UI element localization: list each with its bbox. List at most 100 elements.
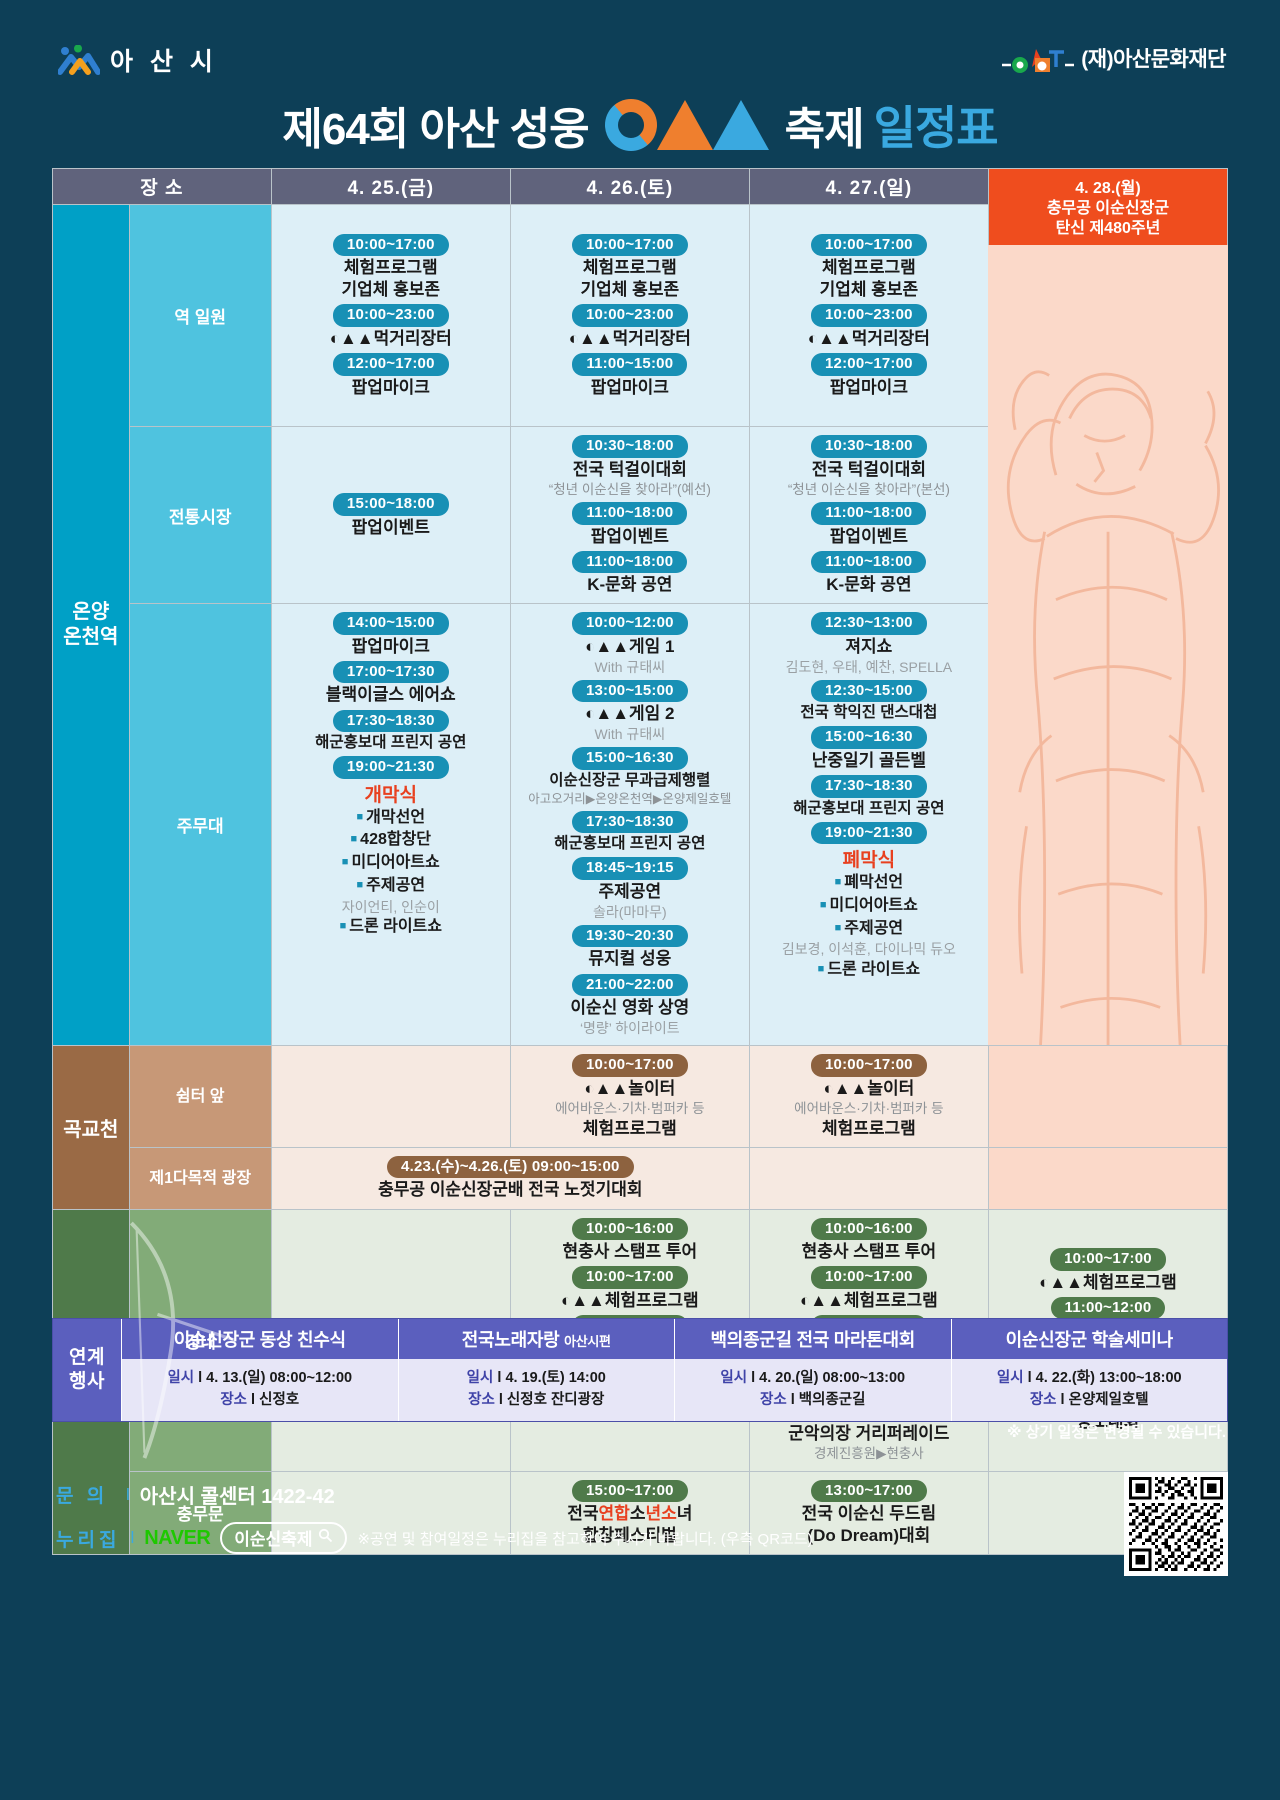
subvenue-station: 역 일원 [128,203,272,428]
event-title: 전국연합소년소녀 [515,1503,745,1525]
linked-event-item: 백의종군길 전국 마라톤대회 일시 l 4. 20.(일) 08:00~13:0… [674,1319,951,1421]
date-key: 일시 [167,1370,195,1386]
linked-event-item: 이순신장군 동상 친수식 일시 l 4. 13.(일) 08:00~12:00 … [121,1319,398,1421]
time-pill: 10:30~18:00 [811,435,927,458]
bullet-square-icon: ■ [817,963,825,976]
cell-market-sat: 10:30~18:00 전국 턱걸이대회 “청년 이순신을 찾아라”(예선) 1… [509,426,750,605]
cell-chungmumun-sun: 13:00~17:00 전국 이순신 두드림 (Do Dream)대회 [748,1470,989,1556]
event-cast: 김도현, 우태, 예찬, SPELLA [785,658,953,675]
title-segment: 소 [629,1504,646,1524]
title-segment: 전국 [567,1504,599,1524]
naver-logo-text[interactable]: NAVER [144,1526,211,1549]
cell-market-sun: 10:30~18:00 전국 턱걸이대회 “청년 이순신을 찾아라”(본선) 1… [748,426,989,605]
event-title: 이순신 영화 상영 [570,998,690,1018]
cell-station-fri: 10:00~17:00 체험프로그램 기업체 홍보존 10:00~23:00 ◐… [270,203,511,428]
time-pill: 15:00~16:30 [811,726,927,749]
foundation-logo-text: (재)아산문화재단 [1081,48,1226,71]
subvenue-grounds: 경내 [128,1208,272,1472]
schedule-table: 장 소 4. 25.(금) 4. 26.(토) 4. 27.(일) 4. 28.… [52,168,1229,1556]
footer: 문 의 l 아산시 콜센터 1422-42 누리집 l NAVER 이순신축제 … [56,1480,1226,1567]
event-title: 전국 학익진 댄스대첩 [800,704,938,722]
title-part-3: 일정표 [873,102,999,154]
row-market: 전통시장 15:00~18:00 팝업이벤트 10:30~18:00 전국 턱걸… [53,426,1228,605]
event-title: 져지쇼 [845,636,893,656]
footer-site-row: 누리집 l NAVER 이순신축제 ※공연 및 참여일정은 누리집을 참고하여 … [56,1522,1226,1554]
cell-market-fri: 15:00~18:00 팝업이벤트 [270,426,511,605]
site-key: 누리집 [56,1529,121,1551]
place-key: 장소 [1029,1392,1057,1409]
qr-code[interactable] [1124,1472,1228,1576]
schedule-disclaimer: ※ 상기 일정은 변경될 수 있습니다. [1007,1424,1226,1441]
title-part-2: 축제 [784,105,865,154]
time-pill: 14:00~15:00 [332,612,449,635]
event-route: 아고오거리▶온양온천역▶온양제일호텔 [528,791,732,806]
time-pill: 11:00~12:00 [1050,1296,1166,1320]
row-mainstage: 주무대 14:00~15:00 팝업마이크 17:00~17:30 블랙이글스 … [53,603,1228,1046]
event-title: ◐▲▲게임 1 [585,636,675,656]
event-title: ◐▲▲놀이터 [823,1078,915,1098]
time-pill: 10:00~16:00 [811,1217,927,1240]
event-title: 팝업마이크 [829,377,908,397]
search-icon [318,1528,333,1548]
cell-chungmumun-sat: 15:00~17:00 전국연합소년소녀 합창페스티벌 [509,1470,750,1556]
time-pill: 11:00~18:00 [811,550,927,574]
table-header-row: 장 소 4. 25.(금) 4. 26.(토) 4. 27.(일) 4. 28.… [52,168,1229,1046]
statue-illustration [987,245,1228,1045]
time-pill: 10:00~17:00 [1050,1248,1166,1271]
bullet-item: ■ 폐막선언 [754,872,984,895]
asan-city-logo-text: 아 산 시 [110,48,218,76]
cell-mainstage-sun: 12:30~13:00 져지쇼 김도현, 우태, 예찬, SPELLA 12:3… [748,603,989,1046]
place-key: 장소 [468,1392,495,1409]
time-pill: 10:00~23:00 [332,304,449,327]
yi-sunsin-statue-icon [987,245,1228,1045]
time-pill: 10:00~17:00 [571,1054,688,1077]
qr-code-image [1129,1477,1223,1571]
time-pill: 19:00~21:30 [811,821,927,845]
foundation-logo: (재)아산문화재단 [1002,43,1226,73]
event-cast: 김보경, 이석훈, 다이나믹 듀오 [781,941,956,958]
event-title: 블랙이글스 에어쇼 [325,685,456,705]
event-title: 팝업마이크 [351,636,430,656]
linked-event-details: 일시 l 4. 22.(화) 13:00~18:00 장소 l 온양제일호텔 [951,1359,1227,1421]
event-title: ◐▲▲먹거리장터 [568,328,691,348]
mon-date: 4. 28.(월) [1075,180,1141,197]
event-title: 기업체 홍보존 [341,280,441,300]
bullet-item: ■ 주제공연 [276,875,506,898]
bullet-label: 미디어아트쇼 [829,896,918,914]
search-term: 이순신축제 [234,1530,313,1549]
column-header-mon: 4. 28.(월) 충무공 이순신장군 탄신 제480주년 [987,168,1229,1046]
time-pill: 18:45~19:15 [571,857,688,880]
page-title: 제64회 아산 성웅 축제 일정표 [0,92,1280,158]
event-cast: With 규태씨 [594,658,666,675]
linked-event-item: 이순신장군 학술세미나 일시 l 4. 22.(화) 13:00~18:00 장… [950,1319,1227,1421]
title-segment-highlight: 년소 [645,1504,677,1524]
event-title: 해군홍보대 프린지 공연 [793,799,945,817]
column-header-sun: 4. 27.(일) [748,168,989,205]
event-subtitle: 에어바운스·기차·범퍼카 등 [555,1100,705,1116]
place-value: 백의종군길 [798,1392,866,1409]
date-key: 일시 [720,1370,748,1386]
linked-event-name: 이순신장군 동상 친수식 [122,1319,398,1359]
bullet-square-icon: ■ [350,833,358,846]
event-title: 현충사 스탬프 투어 [801,1242,937,1261]
bullet-item: ■ 미디어아트쇼 [276,852,506,875]
column-header-sat: 4. 26.(토) [509,168,750,205]
linked-events-bar: 연계 행사 이순신장군 동상 친수식 일시 l 4. 13.(일) 08:00~… [52,1318,1228,1422]
mon-subtitle-1: 충무공 이순신장군 [1046,200,1170,217]
bullet-label: 주제공연 [366,876,426,894]
time-pill: 17:30~18:30 [571,810,688,834]
time-pill: 10:00~12:00 [571,612,688,635]
event-title: 충무공 이순신장군배 전국 노젓기대회 [378,1180,643,1200]
linked-event-place-row: 장소 l 신정호 [220,1392,300,1409]
event-title: 체험프로그램 [582,258,677,278]
event-subtitle: “청년 이순신을 찾아라”(본선) [787,481,950,497]
event-title: 팝업마이크 [590,377,669,397]
cell-shelter-sun: 10:00~17:00 ◐▲▲놀이터 에어바운스·기차·범퍼카 등 체험프로그램 [748,1045,989,1148]
time-pill: 10:00~17:00 [571,233,688,257]
cell-shelter-mon [987,1045,1229,1148]
event-title: 전국 턱걸이대회 [811,459,926,479]
time-pill: 10:00~23:00 [811,304,927,327]
naver-search-box[interactable]: 이순신축제 [220,1522,348,1554]
linked-event-name: 전국노래자랑 아산시편 [398,1319,674,1359]
